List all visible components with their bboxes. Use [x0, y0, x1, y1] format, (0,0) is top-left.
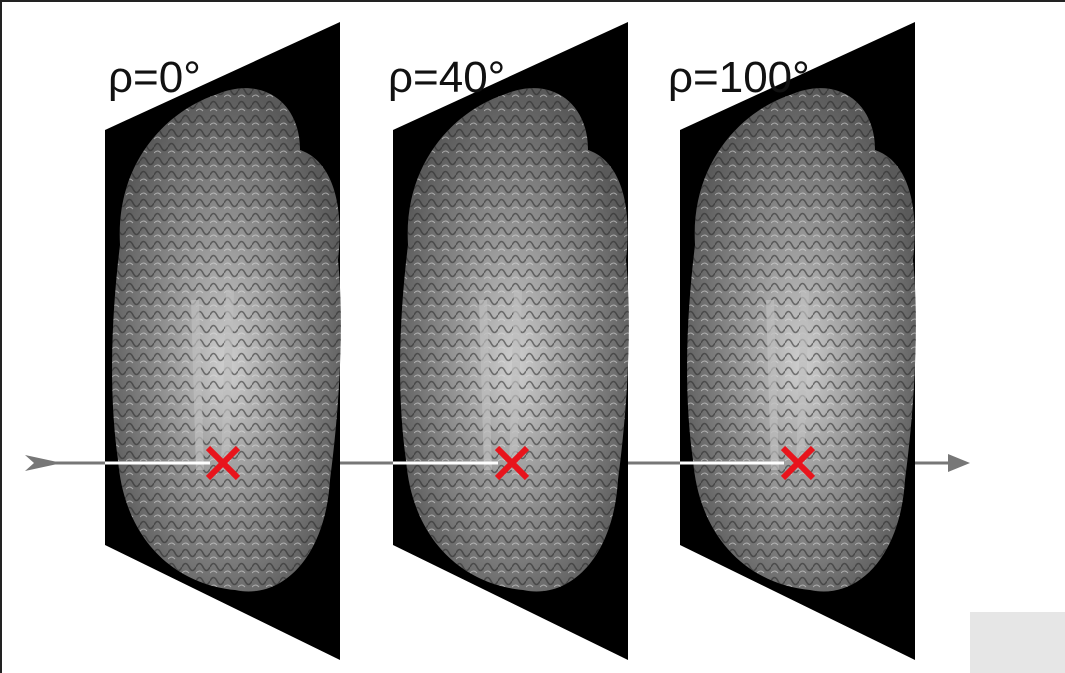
- top-border: [0, 0, 1065, 2]
- panel-2: [393, 22, 629, 660]
- panel-1: [105, 22, 341, 660]
- left-border: [0, 0, 2, 673]
- panel-label: ρ=100°: [668, 53, 810, 102]
- panel-label: ρ=40°: [388, 53, 505, 102]
- arrow-head: [948, 454, 970, 472]
- corner-box: [970, 612, 1065, 673]
- figure: ρ=0° ρ=40° ρ=100°: [0, 0, 1065, 673]
- panel-label: ρ=0°: [108, 53, 201, 102]
- panel-3: [680, 22, 916, 660]
- arrow-tail: [25, 455, 62, 471]
